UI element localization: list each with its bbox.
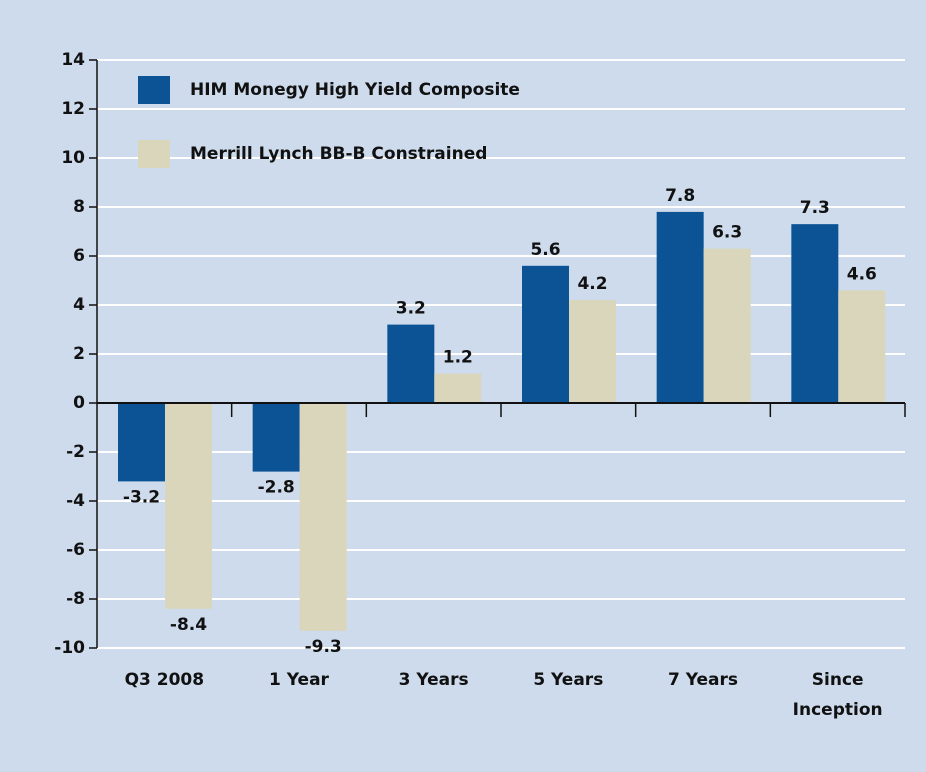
bar	[838, 290, 886, 403]
legend-swatch	[138, 140, 170, 168]
y-tick-label: -2	[66, 442, 85, 462]
y-tick-label: 14	[61, 50, 85, 70]
data-label: 6.3	[712, 223, 742, 243]
bar	[791, 224, 839, 403]
bar	[387, 324, 435, 403]
bar	[656, 211, 704, 403]
bar	[299, 403, 347, 631]
data-label: -9.3	[305, 637, 342, 657]
y-tick-label: 10	[61, 148, 85, 168]
data-label: 4.6	[847, 264, 877, 284]
legend-label: Merrill Lynch BB-B Constrained	[190, 144, 487, 164]
y-tick-label: -6	[66, 540, 85, 560]
y-tick-label: 2	[73, 344, 85, 364]
data-label: 4.2	[577, 274, 607, 294]
bar	[522, 265, 569, 403]
y-tick-label: 6	[73, 246, 85, 266]
data-label: -8.4	[170, 615, 207, 635]
bar	[165, 403, 212, 609]
data-label: -2.8	[258, 478, 295, 498]
bar	[118, 403, 165, 482]
y-tick-label: 8	[73, 197, 85, 217]
bar	[569, 300, 616, 403]
bar	[703, 248, 751, 403]
data-label: 3.2	[396, 299, 426, 319]
x-tick-label: Since Inception	[792, 670, 883, 720]
data-label: 1.2	[443, 348, 473, 368]
data-label: 7.3	[800, 198, 830, 218]
legend-label: HIM Monegy High Yield Composite	[190, 80, 520, 100]
bar	[434, 373, 482, 403]
data-label: 5.6	[530, 240, 560, 260]
data-label: -3.2	[123, 487, 160, 507]
x-tick-label: Q3 2008	[124, 670, 205, 690]
x-tick-label: 7 Years	[667, 670, 738, 690]
y-tick-label: -4	[66, 491, 85, 511]
x-tick-label: 5 Years	[533, 670, 604, 690]
bar	[252, 403, 300, 472]
x-tick-label: 3 Years	[398, 670, 469, 690]
y-tick-label: 12	[61, 99, 85, 119]
y-tick-label: 0	[73, 393, 85, 413]
x-tick-label: 1 Year	[269, 670, 329, 690]
y-tick-label: -10	[54, 638, 85, 658]
data-label: 7.8	[665, 186, 695, 206]
y-tick-label: -8	[66, 589, 85, 609]
legend-swatch	[138, 76, 170, 104]
y-tick-label: 4	[73, 295, 85, 315]
